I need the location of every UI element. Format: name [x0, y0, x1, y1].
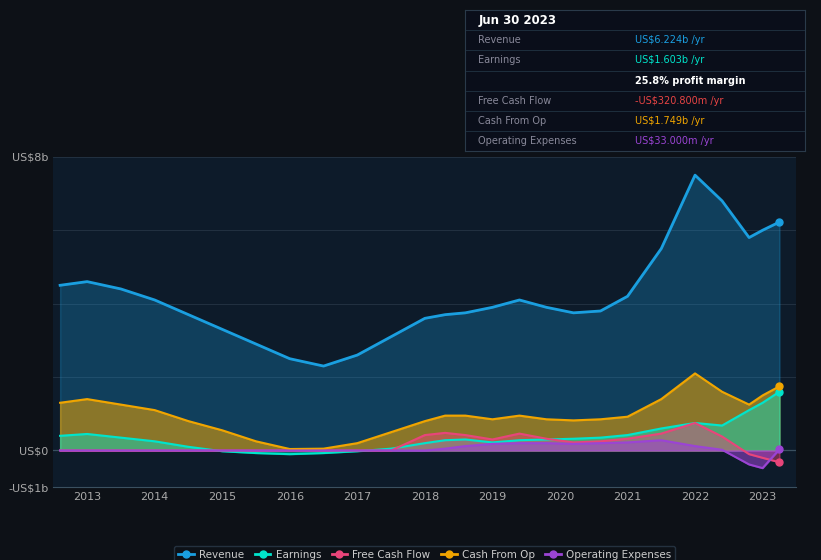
Text: US$1.603b /yr: US$1.603b /yr	[635, 55, 704, 66]
Text: US$1.749b /yr: US$1.749b /yr	[635, 116, 704, 126]
Text: Cash From Op: Cash From Op	[479, 116, 547, 126]
Text: Operating Expenses: Operating Expenses	[479, 136, 577, 146]
Text: 25.8% profit margin: 25.8% profit margin	[635, 76, 745, 86]
Legend: Revenue, Earnings, Free Cash Flow, Cash From Op, Operating Expenses: Revenue, Earnings, Free Cash Flow, Cash …	[174, 546, 676, 560]
Text: Earnings: Earnings	[479, 55, 521, 66]
Text: Free Cash Flow: Free Cash Flow	[479, 96, 552, 106]
Text: Jun 30 2023: Jun 30 2023	[479, 13, 557, 27]
Text: US$33.000m /yr: US$33.000m /yr	[635, 136, 713, 146]
Text: -US$320.800m /yr: -US$320.800m /yr	[635, 96, 723, 106]
Text: Revenue: Revenue	[479, 35, 521, 45]
Text: US$6.224b /yr: US$6.224b /yr	[635, 35, 704, 45]
